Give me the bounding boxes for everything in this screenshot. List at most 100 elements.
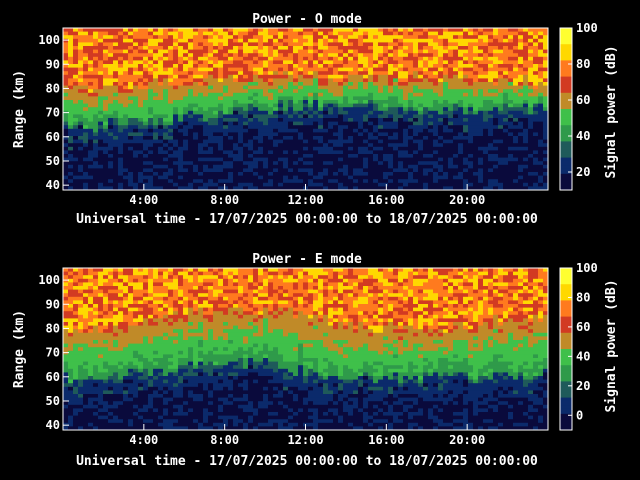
heatmap-cell (208, 172, 214, 176)
heatmap-cell (438, 182, 444, 187)
heatmap-cell (388, 31, 394, 36)
heatmap-cell (483, 114, 489, 119)
heatmap-cell (533, 118, 539, 122)
heatmap-cell (263, 46, 269, 50)
heatmap-cell (133, 92, 139, 97)
heatmap-cell (508, 67, 514, 72)
heatmap-cell (103, 128, 109, 133)
heatmap-cell (248, 96, 254, 101)
heatmap-cell (448, 132, 454, 137)
heatmap-cell (528, 125, 534, 130)
heatmap-cell (158, 85, 164, 90)
heatmap-cell (263, 186, 269, 191)
heatmap-cell (373, 107, 379, 112)
heatmap-cell (248, 146, 254, 151)
heatmap-cell (78, 100, 84, 104)
heatmap-cell (313, 172, 319, 176)
heatmap-cell (443, 31, 449, 36)
heatmap-cell (373, 139, 379, 144)
heatmap-cell (78, 329, 84, 334)
heatmap-cell (223, 38, 229, 43)
colorbar-swatch (560, 163, 572, 167)
heatmap-cell (348, 175, 354, 180)
heatmap-cell (93, 329, 99, 334)
heatmap-cell (513, 157, 519, 162)
heatmap-cell (68, 401, 74, 406)
heatmap-cell (83, 53, 89, 58)
heatmap-cell (148, 125, 154, 130)
heatmap-cell (198, 89, 204, 94)
heatmap-cell (198, 85, 204, 90)
heatmap-cell (118, 179, 124, 184)
heatmap-cell (73, 318, 79, 323)
heatmap-cell (278, 89, 284, 94)
heatmap-cell (133, 35, 139, 40)
heatmap-cell (138, 38, 144, 43)
heatmap-cell (458, 128, 464, 133)
heatmap-cell (363, 164, 369, 169)
heatmap-cell (323, 157, 329, 162)
heatmap-cell (68, 296, 74, 301)
heatmap-cell (78, 322, 84, 326)
heatmap-cell (343, 38, 349, 43)
heatmap-cell (73, 28, 79, 32)
heatmap-cell (208, 136, 214, 140)
heatmap-cell (388, 100, 394, 104)
heatmap-cell (418, 168, 424, 173)
heatmap-cell (448, 150, 454, 155)
heatmap-cell (383, 157, 389, 162)
heatmap-cell (78, 71, 84, 76)
heatmap-cell (398, 71, 404, 76)
heatmap-cell (288, 168, 294, 173)
heatmap-cell (453, 121, 459, 126)
heatmap-cell (148, 150, 154, 155)
heatmap-cell (473, 85, 479, 90)
heatmap-cell (188, 96, 194, 101)
heatmap-cell (178, 46, 184, 50)
heatmap-cell (108, 38, 114, 43)
heatmap-cell (393, 118, 399, 122)
heatmap-cell (198, 179, 204, 184)
heatmap-cell (463, 150, 469, 155)
heatmap-cell (358, 82, 364, 86)
heatmap-cell (443, 60, 449, 65)
heatmap-cell (403, 64, 409, 68)
heatmap-cell (228, 53, 234, 58)
heatmap-cell (263, 164, 269, 169)
heatmap-cell (113, 365, 119, 370)
heatmap-cell (228, 121, 234, 126)
heatmap-cell (148, 42, 154, 47)
heatmap-cell (148, 154, 154, 158)
heatmap-cell (213, 49, 219, 54)
heatmap-cell (458, 74, 464, 79)
heatmap-cell (353, 186, 359, 191)
heatmap-cell (423, 150, 429, 155)
heatmap-cell (128, 146, 134, 151)
heatmap-cell (393, 64, 399, 68)
heatmap-cell (203, 175, 209, 180)
heatmap-cell (453, 164, 459, 169)
heatmap-cell (503, 67, 509, 72)
heatmap-cell (413, 186, 419, 191)
heatmap-cell (73, 296, 79, 301)
heatmap-cell (488, 38, 494, 43)
heatmap-cell (113, 85, 119, 90)
heatmap-cell (228, 125, 234, 130)
heatmap-cell (88, 390, 94, 395)
heatmap-cell (168, 46, 174, 50)
heatmap-cell (178, 28, 184, 32)
heatmap-cell (533, 28, 539, 32)
heatmap-cell (68, 103, 74, 108)
heatmap-cell (178, 110, 184, 115)
heatmap-cell (233, 92, 239, 97)
heatmap-cell (78, 386, 84, 391)
heatmap-cell (178, 64, 184, 68)
heatmap-cell (373, 53, 379, 58)
heatmap-cell (68, 67, 74, 72)
heatmap-cell (418, 150, 424, 155)
heatmap-cell (63, 53, 69, 58)
heatmap-cell (123, 96, 129, 101)
heatmap-cell (488, 100, 494, 104)
heatmap-cell (248, 46, 254, 50)
heatmap-cell (118, 347, 124, 352)
